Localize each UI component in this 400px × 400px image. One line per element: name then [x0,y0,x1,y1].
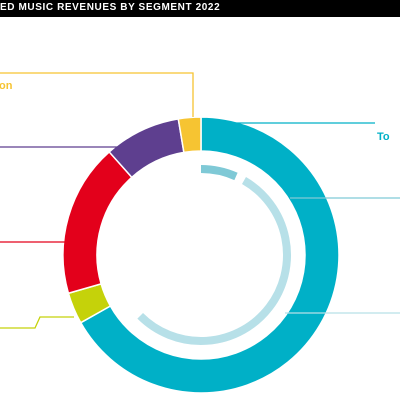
leader-line-green [0,316,74,329]
donut-segment-4 [177,116,202,154]
donut-segment-0 [79,116,340,394]
total-label: To [377,131,390,143]
inner-arc-0 [200,165,238,181]
inner-arc-1 [137,177,291,345]
leader-line-yellow [0,72,194,117]
donut-segment-2 [62,150,133,295]
segment-label-streaming-subscription: on [0,80,13,92]
chart-title-bar: ED MUSIC REVENUES BY SEGMENT 2022 [0,0,400,17]
chart-title: ED MUSIC REVENUES BY SEGMENT 2022 [0,2,221,13]
